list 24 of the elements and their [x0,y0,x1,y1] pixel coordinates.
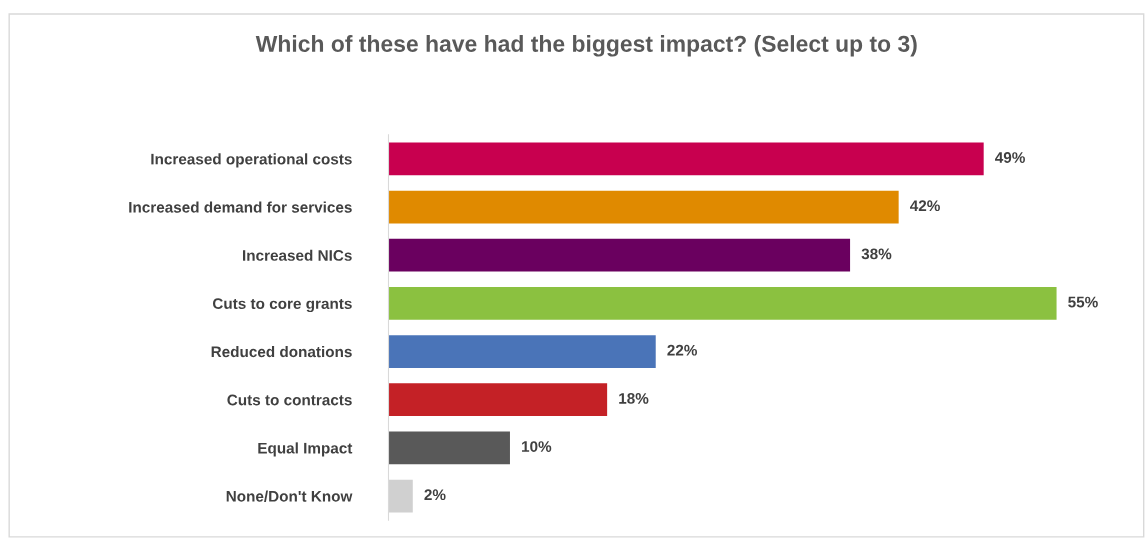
y-tick-label: Increased demand for services [129,201,352,213]
y-tick-label: None/Don't Know [226,490,353,502]
chart-title: Which of these have had the biggest impact? (Select up to 3) [255,35,917,57]
bar [388,238,851,272]
bar [388,383,608,417]
bar [388,142,984,176]
bar [388,335,656,368]
data-label: 49% [995,152,1025,163]
data-label: 55% [1068,296,1098,308]
data-label: 18% [619,392,649,404]
y-tick-label: Equal Impact [258,442,353,457]
data-label: 42% [910,200,940,212]
y-tick-label: Cuts to core grants [212,298,352,313]
y-tick-label: Increased operational costs [151,153,352,168]
y-tick-label: Cuts to contracts [227,394,352,406]
y-tick-label: Increased NICs [243,249,352,261]
data-label: 2% [424,489,446,501]
bar [388,286,1057,320]
bar [388,190,899,224]
data-label: 38% [861,248,892,260]
y-tick-label: Reduced donations [211,345,352,358]
bar [388,431,510,465]
data-label: 22% [667,344,698,356]
data-label: 10% [522,441,552,452]
